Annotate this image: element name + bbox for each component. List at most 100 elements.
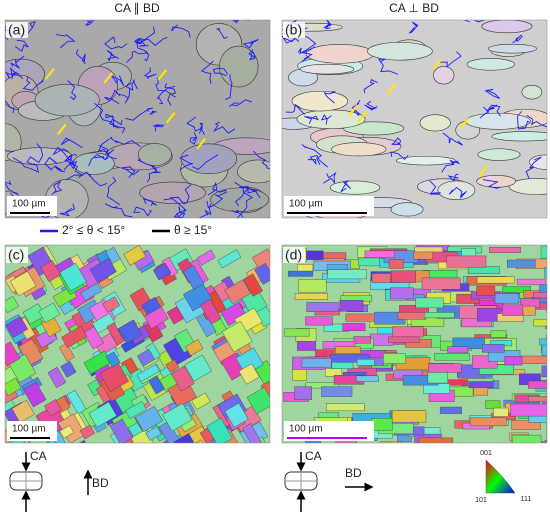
grain	[433, 353, 470, 361]
grain	[342, 323, 366, 331]
boundary	[50, 165, 65, 173]
grain	[389, 287, 414, 300]
boundary	[106, 49, 120, 62]
grain	[40, 260, 62, 283]
grain	[452, 337, 485, 350]
boundary	[144, 26, 168, 47]
grain	[491, 131, 547, 142]
boundary	[44, 156, 58, 171]
grain	[437, 180, 476, 201]
micrograph	[282, 245, 547, 443]
grain	[461, 248, 477, 257]
boundary	[171, 24, 191, 38]
grain	[5, 341, 21, 367]
boundary	[170, 184, 192, 205]
grain	[23, 382, 47, 408]
boundary	[216, 27, 228, 40]
panel-label: (d)	[285, 247, 302, 263]
boundary	[378, 58, 399, 75]
boundary	[121, 166, 140, 178]
grain	[197, 249, 216, 266]
marker-arrow	[196, 138, 206, 150]
boundary	[105, 113, 117, 128]
label-box	[283, 247, 305, 263]
scale-box	[284, 421, 374, 441]
boundary	[35, 209, 50, 218]
grain	[331, 142, 387, 157]
marker-arrow	[103, 72, 114, 84]
grain	[477, 148, 521, 161]
grain	[542, 399, 547, 406]
panel-frame	[4, 19, 271, 219]
marker-arrow	[478, 165, 489, 177]
boundary	[242, 39, 259, 49]
grain	[203, 442, 234, 443]
marker-arrow	[386, 83, 397, 95]
grain	[395, 155, 456, 166]
ipf-corner: 111	[521, 496, 532, 503]
grain	[180, 143, 238, 175]
boundary	[429, 180, 441, 195]
boundary	[135, 37, 149, 47]
boundary	[439, 51, 462, 68]
grain	[237, 159, 270, 184]
grain	[38, 302, 61, 324]
grain	[502, 286, 531, 293]
grain	[481, 344, 505, 353]
boundary	[179, 154, 194, 171]
grain	[528, 380, 547, 389]
grain	[504, 355, 523, 366]
grain	[182, 265, 205, 290]
boundary	[67, 80, 77, 101]
direction-label: BD	[345, 466, 362, 480]
boundary	[155, 77, 176, 98]
grain	[11, 399, 35, 423]
boundary	[143, 67, 157, 79]
grain	[433, 66, 455, 85]
boundary	[512, 34, 523, 43]
panel-label: (c)	[8, 247, 24, 263]
boundary	[323, 20, 332, 30]
grain	[59, 262, 87, 292]
boundary	[14, 39, 29, 52]
boundary	[186, 116, 205, 135]
grain	[383, 353, 406, 364]
grain	[287, 270, 313, 277]
boundary	[447, 173, 459, 182]
grain	[539, 338, 547, 346]
grain	[184, 354, 212, 382]
boundary	[252, 150, 270, 170]
boundary	[526, 114, 547, 128]
grain	[493, 407, 509, 417]
panel-label: (b)	[285, 22, 302, 38]
boundary	[234, 181, 250, 207]
grain	[490, 330, 507, 338]
grain	[224, 279, 251, 305]
grain	[356, 359, 375, 366]
grain	[7, 147, 73, 166]
grain	[294, 386, 313, 400]
grain	[485, 400, 501, 409]
grain	[301, 358, 332, 368]
grain	[217, 249, 242, 269]
grain	[528, 396, 547, 402]
grain	[102, 296, 120, 313]
grain	[423, 312, 455, 319]
grain	[390, 202, 424, 217]
panel-frame	[4, 244, 271, 444]
grain	[47, 366, 67, 389]
grain	[83, 326, 104, 350]
direction-label: BD	[92, 476, 109, 490]
grain	[61, 325, 88, 349]
grain	[105, 246, 121, 264]
grain	[79, 424, 96, 440]
boundary	[482, 104, 501, 117]
grain	[224, 402, 249, 428]
grain	[516, 278, 546, 286]
boundary	[212, 67, 229, 77]
scale-box	[284, 196, 374, 216]
grain	[489, 247, 522, 253]
boundary	[137, 158, 158, 172]
grain	[329, 180, 381, 195]
boundary	[5, 97, 15, 114]
